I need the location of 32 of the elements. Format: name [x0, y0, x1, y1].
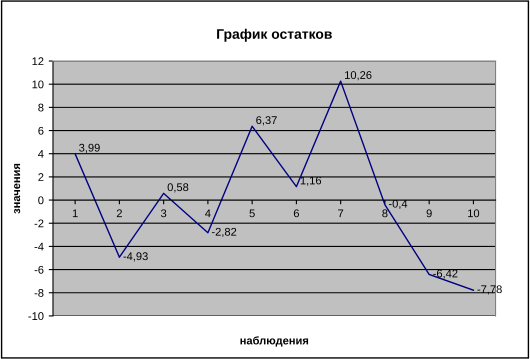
x-tick-label: 3 [160, 209, 166, 218]
y-tick-label: -2 [34, 220, 44, 228]
y-tick-label: 2 [38, 173, 44, 181]
y-tick-label: -4 [34, 242, 44, 250]
data-label: 3,99 [79, 144, 100, 153]
y-tick-label: 12 [32, 57, 44, 66]
x-tick-label: 10 [468, 209, 480, 218]
y-tick-label: 8 [38, 104, 44, 112]
y-tick-label: 0 [38, 196, 44, 204]
data-label: -2,82 [212, 228, 236, 238]
data-label: 6,37 [256, 116, 277, 126]
x-tick-label: 1 [72, 209, 78, 218]
y-tick-label: 4 [38, 150, 44, 158]
y-tick-label: 10 [32, 80, 44, 88]
x-tick-label: 2 [116, 209, 122, 218]
data-label: 10,26 [345, 71, 372, 80]
chart-title: График остатков [217, 28, 332, 42]
x-tick-label: 9 [426, 209, 432, 218]
x-tick-label: 5 [250, 209, 255, 218]
y-tick-label: 6 [38, 126, 44, 135]
data-label: 0,58 [168, 183, 188, 192]
x-tick-label: 8 [382, 209, 388, 218]
x-axis-title: наблюдения [240, 336, 308, 347]
y-axis-title: значения [14, 164, 20, 214]
y-tick-label: -8 [34, 289, 44, 297]
y-tick-label: -10 [28, 312, 44, 320]
data-label: -7,78 [477, 285, 502, 294]
x-tick-label: 7 [338, 209, 344, 218]
x-tick-label: 6 [294, 209, 300, 218]
y-tick-label: -6 [34, 266, 44, 274]
data-label: -4,93 [123, 252, 148, 262]
x-tick-label: 4 [205, 209, 211, 218]
